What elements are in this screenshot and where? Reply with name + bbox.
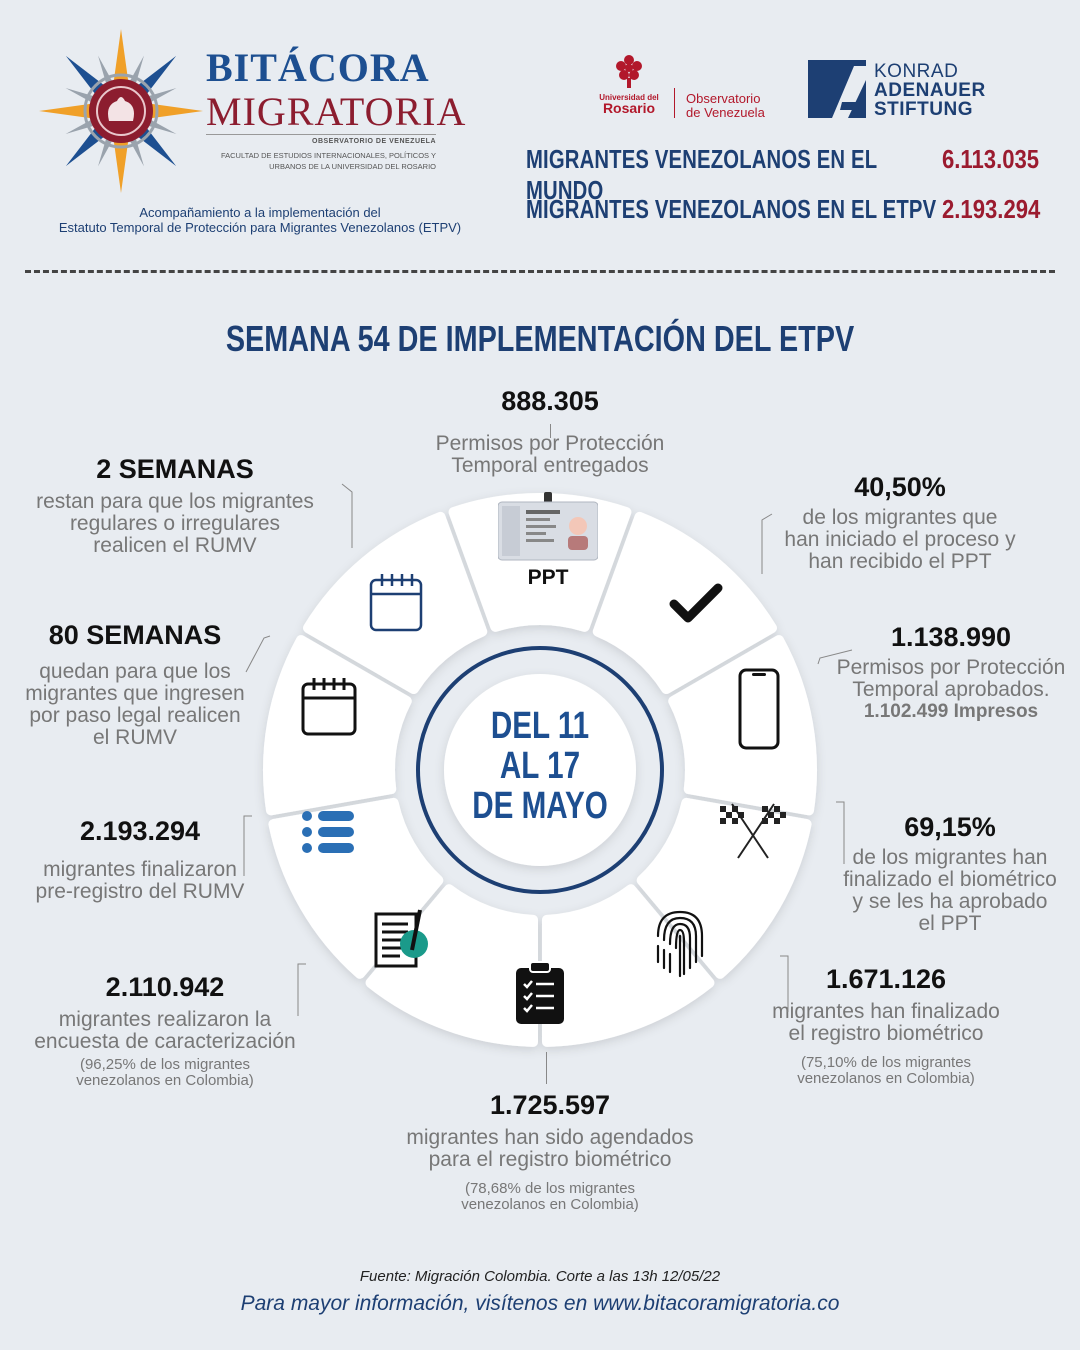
kas-a-icon [832, 66, 866, 118]
leader-line [546, 1052, 547, 1084]
checkmark-icon [669, 583, 723, 623]
survey-document-icon [374, 909, 428, 968]
calendar-icon [301, 678, 357, 736]
dashed-divider [25, 270, 1055, 273]
observatorio-name: Observatorio de Venezuela [686, 91, 765, 120]
date-range: DEL 11 AL 17 DE MAYO [472, 705, 608, 827]
leader-line [761, 513, 773, 574]
leader-line [245, 635, 271, 673]
leader-line [341, 483, 353, 548]
brand-title-line1: BITÁCORA [206, 45, 430, 90]
compass-rose-logo [39, 29, 203, 193]
stat-preregistro: 2.193.294 migrantes finalizaron pre-regi… [35, 816, 245, 903]
brand-subtitle-2: FACULTAD DE ESTUDIOS INTERNACIONALES, PO… [220, 151, 436, 171]
brand-subtitle-1: OBSERVATORIO DE VENEZUELA [312, 138, 436, 145]
leader-line [550, 424, 551, 438]
stat-biometrico: 1.671.126 migrantes han finalizado el re… [772, 964, 1000, 1087]
leader-line [297, 963, 306, 1016]
stat-aprobados: 1.138.990 Permisos por Protección Tempor… [836, 622, 1066, 722]
ppt-card-icon [498, 492, 598, 561]
stat-porcentaje-ppt: 40,50% de los migrantes que han iniciado… [784, 472, 1016, 573]
stat-world-label: MIGRANTES VENEZOLANOS EN EL MUNDO [526, 144, 877, 205]
clipboard-checklist-icon [516, 961, 564, 1024]
fingerprint-icon [656, 910, 704, 978]
segment-fingerprint [541, 884, 715, 1047]
stat-etpv-value: 2.193.294 [942, 194, 1041, 224]
leader-line [836, 801, 845, 864]
segment-flags [636, 797, 812, 979]
ppt-label: PPT [527, 566, 569, 589]
source-note: Fuente: Migración Colombia. Corte a las … [359, 1268, 721, 1285]
segment-check [592, 511, 777, 695]
stat-agendados: 1.725.597 migrantes han sido agendados p… [406, 1090, 694, 1213]
universidad-rosario-crest-icon [616, 55, 642, 88]
stat-2-semanas: 2 SEMANAS restan para que los migrantes … [36, 454, 314, 557]
website-link[interactable]: Para mayor información, visítenos en www… [240, 1292, 840, 1315]
segment-survey [268, 797, 444, 979]
stat-biometrico-porcentaje: 69,15% de los migrantes han finalizado e… [843, 812, 1057, 935]
accompaniment-text: Acompañamiento a la implementación del E… [58, 205, 462, 235]
week-title: SEMANA 54 DE IMPLEMENTACIÓN DEL ETPV [225, 318, 855, 359]
leader-line [243, 815, 252, 876]
leader-line [817, 649, 853, 665]
brand-underline [206, 134, 436, 135]
stat-entregados: 888.305 Permisos por Protección Temporal… [435, 386, 665, 477]
stat-world-value: 6.113.035 [942, 144, 1040, 174]
calendar-icon [369, 574, 423, 632]
kas-name: KONRAD ADENAUER STIFTUNG [874, 61, 986, 120]
stat-encuesta: 2.110.942 migrantes realizaron la encues… [34, 972, 296, 1089]
brand-title-line2: MIGRATORIA [206, 89, 467, 134]
stat-80-semanas: 80 SEMANAS quedan para que los migrantes… [25, 620, 245, 749]
logo-divider [674, 88, 675, 118]
smartphone-icon [738, 668, 780, 750]
checklist-icon [302, 811, 354, 853]
segment-clipboard [365, 884, 539, 1047]
checkered-flags-icon [720, 803, 786, 859]
universidad-rosario-name: Universidad del Rosario [599, 93, 659, 116]
stat-etpv-label: MIGRANTES VENEZOLANOS EN EL ETPV [526, 194, 937, 224]
leader-line [780, 955, 789, 1012]
